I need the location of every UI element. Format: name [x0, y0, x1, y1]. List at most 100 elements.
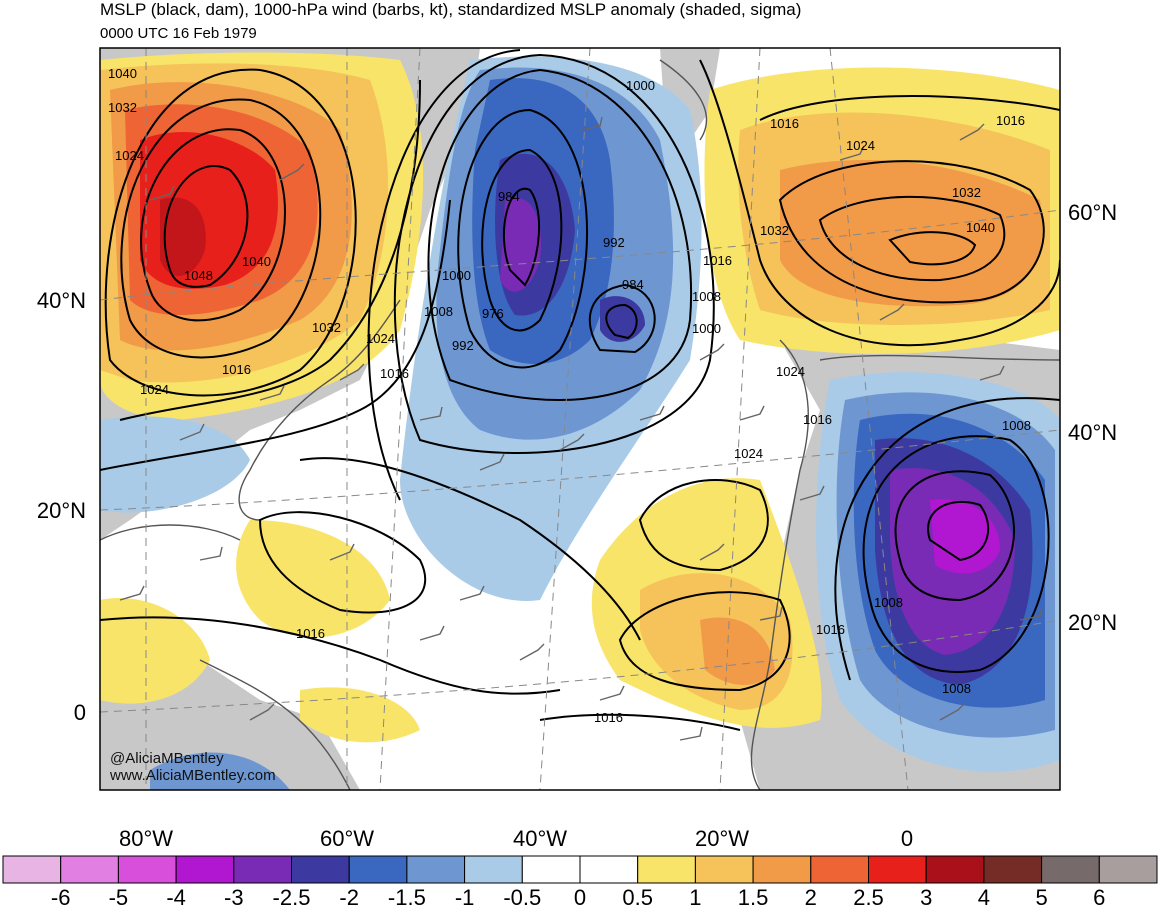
- colorbar-tick-label: 3: [920, 885, 933, 910]
- isobar-label: 1040: [242, 254, 271, 269]
- map-title: MSLP (black, dam), 1000-hPa wind (barbs,…: [100, 0, 802, 19]
- isobar-label: 1024: [115, 148, 144, 163]
- isobar-label: 992: [603, 235, 625, 250]
- colorbar-tick-label: 0.5: [622, 885, 653, 910]
- colorbar-swatch: [521, 855, 581, 884]
- colorbar-tick-label: 2.5: [853, 885, 884, 910]
- colorbar-tick-label: 0: [573, 885, 587, 910]
- map-panel: 1040 1032 1024 1048 1040 1032 1024 1016 …: [100, 48, 1060, 790]
- isobar-label: 1016: [222, 362, 251, 377]
- graticule: [100, 48, 1060, 790]
- colorbar-swatch: [348, 855, 408, 884]
- colorbar-swatch: [233, 855, 293, 884]
- axis-labels: 80°W 60°W 40°W 20°W 0 40°N 20°N 0 60°N 4…: [37, 200, 1117, 851]
- lat-label: 60°N: [1068, 200, 1117, 225]
- positive-anomaly-shading: [100, 52, 1060, 743]
- colorbar-swatch: [2, 855, 62, 884]
- isobar-label: 1040: [966, 220, 995, 235]
- colorbar-tick-label: 6: [1093, 885, 1106, 910]
- isobar-label: 1016: [594, 710, 623, 725]
- isobar-label: 1008: [942, 681, 971, 696]
- wind-barbs: [119, 116, 1043, 741]
- colorbar-tick-label: -1.5: [387, 885, 426, 910]
- lon-label: 60°W: [320, 826, 374, 851]
- colorbar-tick-label: -4: [166, 885, 186, 910]
- colorbar-tick-label: -2: [339, 885, 359, 910]
- isobar-label: 1032: [760, 223, 789, 238]
- colorbar-swatch: [694, 855, 754, 884]
- isobar-label: 1024: [846, 138, 875, 153]
- credit-handle: @AliciaMBentley: [110, 750, 224, 767]
- isobar-label: 992: [452, 338, 474, 353]
- colorbar-swatch: [1041, 855, 1100, 884]
- isobar-label: 1032: [312, 320, 341, 335]
- credit-url: www.AliciaMBentley.com: [110, 767, 276, 784]
- colorbar-swatch: [464, 855, 523, 884]
- negative-anomaly-shading: [100, 56, 1060, 790]
- colorbar-tick-label: -1: [454, 885, 475, 910]
- anomaly-colorbar: [2, 855, 1158, 884]
- isobar-label: 1016: [770, 116, 799, 131]
- isobar-label: 1024: [734, 446, 763, 461]
- isobar-label: 1016: [380, 366, 409, 381]
- colorbar-swatch: [925, 855, 985, 884]
- lon-label: 40°W: [513, 826, 567, 851]
- isobar-label: 1016: [296, 626, 325, 641]
- isobar-label: 1032: [952, 185, 981, 200]
- colorbar-tick-label: 5: [1035, 885, 1048, 910]
- isobar-label: 984: [498, 189, 520, 204]
- colorbar-tick-label: -6: [50, 885, 71, 910]
- isobar-label: 1008: [692, 289, 721, 304]
- isobar-label: 1016: [703, 253, 732, 268]
- coastlines: [100, 59, 1060, 790]
- isobar-label: 1016: [996, 113, 1025, 128]
- isobar-label: 1000: [692, 321, 721, 336]
- isobar-label: 1008: [874, 595, 903, 610]
- lat-label: 40°N: [37, 288, 86, 313]
- colorbar-tick-label: -0.5: [503, 885, 542, 910]
- isobar-label: 1048: [184, 268, 213, 283]
- colorbar-swatch: [291, 855, 350, 884]
- colorbar-swatch: [1098, 855, 1158, 884]
- colorbar-swatch: [983, 855, 1043, 884]
- lat-label: 40°N: [1068, 420, 1117, 445]
- lat-label: 0: [74, 700, 86, 725]
- isobar-label: 1000: [626, 78, 655, 93]
- map-frame: [99, 47, 1061, 791]
- colorbar-tick-label: 4: [977, 885, 991, 910]
- colorbar-swatch: [60, 855, 119, 884]
- colorbar-tick-label: -5: [108, 885, 129, 910]
- isobar-label: 1008: [1002, 418, 1031, 433]
- isobar-label: 1008: [424, 304, 453, 319]
- lon-label: 20°W: [695, 826, 749, 851]
- isobar-label: 1032: [108, 100, 137, 115]
- colorbar-swatch: [406, 855, 466, 884]
- colorbar-tick-label: -3: [224, 885, 244, 910]
- lat-label: 20°N: [37, 498, 86, 523]
- colorbar-tick-label: 1.5: [737, 885, 769, 910]
- lon-label: 0: [901, 826, 913, 851]
- isobar-label: 1040: [108, 66, 137, 81]
- isobar-label: 976: [482, 306, 504, 321]
- isobar-label: 1016: [803, 412, 832, 427]
- isobar-labels: 1040 1032 1024 1048 1040 1032 1024 1016 …: [108, 66, 1031, 725]
- colorbar-swatch: [810, 855, 869, 884]
- colorbar-swatch: [637, 855, 696, 884]
- isobar-label: 984: [622, 277, 644, 292]
- isobar-label: 1000: [442, 268, 471, 283]
- colorbar-swatch: [117, 855, 177, 884]
- isobars: [100, 49, 1060, 731]
- lon-label: 80°W: [119, 826, 173, 851]
- lat-label: 20°N: [1068, 610, 1117, 635]
- colorbar-swatch: [868, 855, 927, 884]
- isobar-label: 1016: [816, 622, 845, 637]
- colorbar-tick-label: 2: [804, 885, 817, 910]
- colorbar-swatch: [579, 855, 639, 884]
- colorbar-swatch: [752, 855, 812, 884]
- map-valid-time: 0000 UTC 16 Feb 1979: [100, 25, 257, 42]
- colorbar-tick-label: -2.5: [272, 885, 311, 910]
- colorbar-swatch: [175, 855, 235, 884]
- isobar-label: 1024: [366, 331, 395, 346]
- isobar-label: 1024: [776, 364, 805, 379]
